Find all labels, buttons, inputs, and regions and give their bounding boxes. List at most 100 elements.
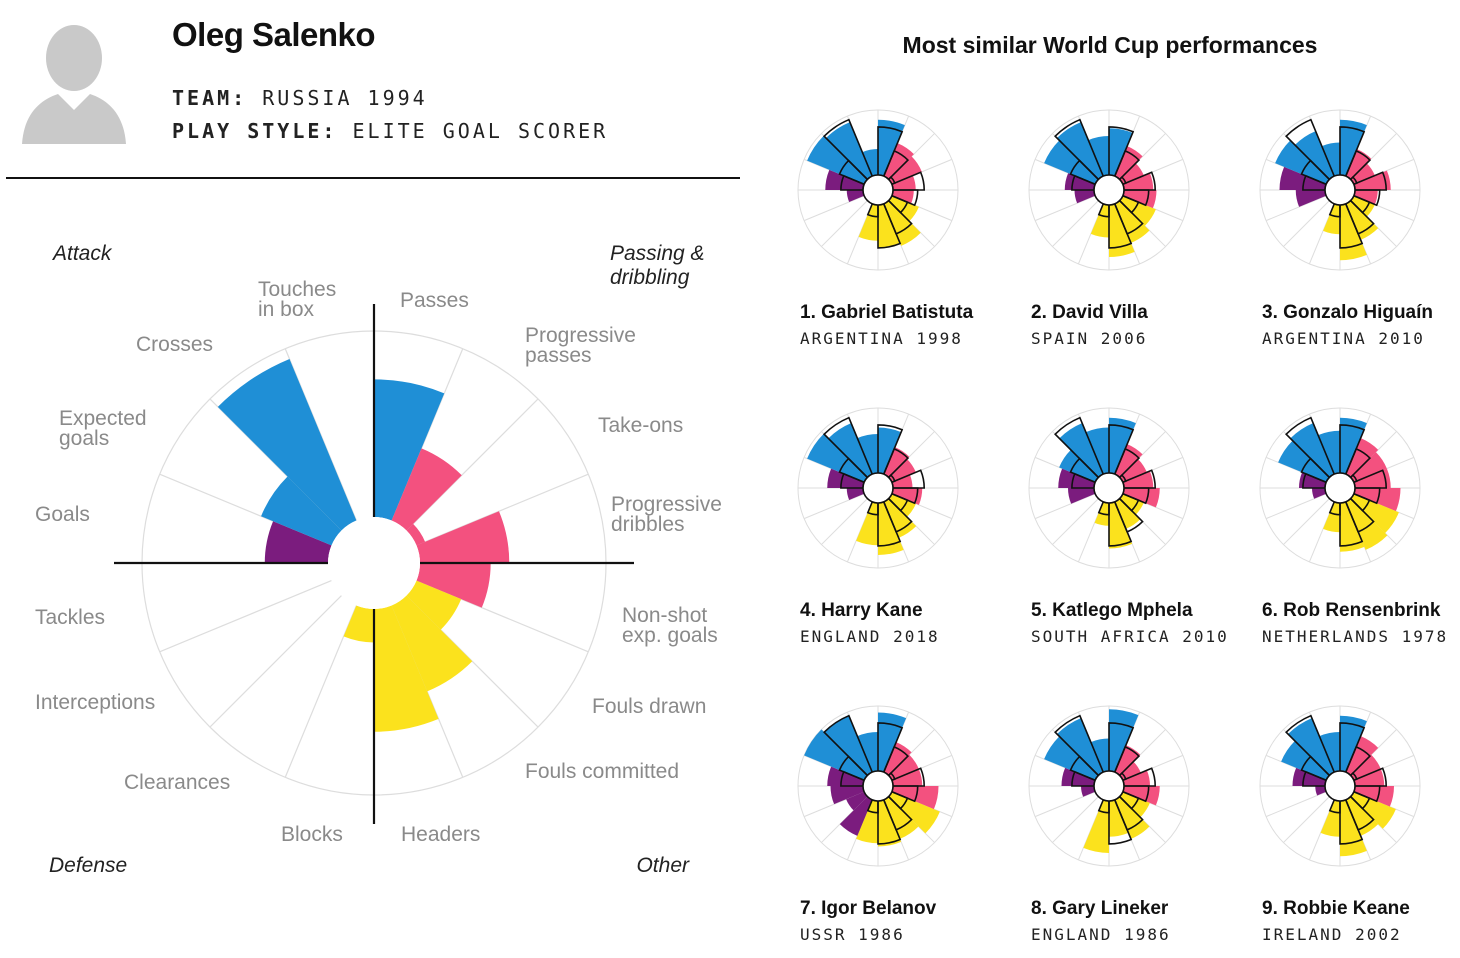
player-name: Oleg Salenko [172, 16, 376, 53]
mini-bar-expected-goals [828, 423, 873, 478]
mini-bar-headers [856, 501, 878, 546]
mini-bar-tackles [1061, 767, 1096, 786]
similar-radial-chart [1028, 407, 1190, 569]
mini-bar-touches-in-box [878, 119, 905, 177]
mini-bar-crosses [857, 434, 878, 475]
mini-bar-expected-goals [1288, 718, 1335, 776]
mini-bar-non-shot-xg [1119, 195, 1156, 226]
mini-bar-headers [1323, 501, 1340, 533]
mini-bars [1278, 417, 1401, 552]
mini-bar-fouls-drawn [1114, 796, 1150, 839]
mini-bar-interceptions [830, 786, 865, 805]
label-clearances: Clearances [124, 771, 230, 794]
mini-bar-progressive-dribbles [1353, 786, 1394, 807]
similar-radial-chart [1028, 705, 1190, 867]
similar-player-name: 4. Harry Kane [800, 600, 923, 621]
similar-title: Most similar World Cup performances [902, 32, 1318, 58]
mini-bar-goals [1044, 140, 1099, 185]
mini-bar-goals [1275, 140, 1330, 185]
mini-bar-take-ons [891, 474, 913, 488]
mini-center-hole [1324, 472, 1356, 504]
similar-player-team: ARGENTINA 1998 [800, 329, 963, 348]
mini-bar-non-shot-xg [888, 791, 940, 834]
mini-bar-interceptions [1074, 190, 1096, 204]
label-take-ons: Take-ons [598, 414, 683, 437]
mini-bar-passes [1345, 736, 1379, 776]
player-style-row: PLAY STYLE: ELITE GOAL SCORER [172, 119, 608, 143]
similar-player-name: 3. Gonzalo Higuaín [1262, 302, 1434, 323]
mini-bar-fouls-drawn [1345, 796, 1379, 836]
mini-center-hole [1324, 174, 1356, 206]
mini-bar-progressive-passes [888, 459, 916, 483]
mini-bar-fouls-committed [1340, 501, 1365, 552]
mini-bar-fouls-committed [878, 203, 900, 248]
mini-bar-tackles [1279, 166, 1327, 190]
mini-bar-passes [1114, 146, 1143, 180]
mini-bar-touches-in-box [878, 712, 907, 773]
main-quadrant-labels: Attack Passing & dribbling Other Defense [49, 242, 705, 877]
mini-bar-goals [807, 135, 868, 185]
label-passes: Passes [400, 289, 469, 312]
mini-bar-progressive-dribbles [1353, 190, 1378, 205]
main-center-hole [328, 517, 420, 609]
mini-bar-fouls-drawn [1345, 498, 1388, 550]
similar-player-7: 7. Igor Belanov USSR 1986 [792, 702, 1002, 958]
mini-bar-interceptions [1081, 786, 1096, 797]
similar-player-team: NETHERLANDS 1978 [1262, 627, 1449, 646]
mini-bars [1058, 417, 1160, 549]
mini-bar-interceptions [846, 488, 865, 500]
similar-player-9: 9. Robbie Keane IRELAND 2002 [1254, 702, 1460, 958]
main-bars [217, 358, 510, 732]
mini-bar-touches-in-box [1109, 128, 1133, 177]
mini-bar-fouls-committed [1109, 501, 1133, 549]
quadrant-other: Other [636, 854, 690, 877]
mini-bar-crosses [1090, 738, 1109, 773]
mini-bar-fouls-committed [1340, 203, 1367, 261]
mini-bar-interceptions [1295, 190, 1327, 207]
mini-bar-fouls-drawn [1114, 498, 1141, 529]
mini-center-hole [1093, 770, 1125, 802]
mini-bar-tackles [827, 766, 865, 786]
mini-bar-fouls-committed [1109, 799, 1129, 837]
mini-bar-goals [807, 433, 868, 483]
main-bar-fouls-drawn [391, 595, 473, 692]
similar-radial-chart [1259, 109, 1421, 271]
mini-bar-interceptions [1068, 488, 1096, 504]
mini-bar-fouls-drawn [883, 200, 921, 246]
mini-bar-headers [856, 799, 878, 844]
label-goals: Goals [35, 503, 90, 526]
main-bar-touches-in-box [374, 379, 445, 521]
label-blocks: Blocks [281, 823, 343, 846]
label-interceptions: Interceptions [35, 691, 155, 714]
mini-bar-progressive-dribbles [891, 488, 923, 505]
similar-player-name: 7. Igor Belanov [800, 898, 937, 919]
mini-bar-progressive-dribbles [1122, 488, 1160, 508]
mini-bar-tackles [825, 169, 865, 190]
main-bar-tackles [264, 521, 332, 563]
mini-bar-fouls-committed [878, 799, 902, 847]
similar-radial-chart [1028, 109, 1190, 271]
mini-bar-non-shot-xg [888, 493, 916, 517]
mini-center-hole [862, 472, 894, 504]
mini-bar-take-ons [1122, 770, 1150, 786]
mini-bar-expected-goals [1059, 423, 1104, 478]
mini-bar-goals [1278, 440, 1330, 483]
similar-player-5: 5. Katlego Mphela SOUTH AFRICA 2010 [1023, 404, 1233, 664]
label-progressive-dribbles: Progressive dribbles [611, 493, 722, 536]
mini-center-hole [1093, 472, 1125, 504]
mini-bars [1281, 715, 1396, 857]
similar-player-team: USSR 1986 [800, 925, 905, 944]
mini-bar-tackles [1058, 468, 1096, 488]
mini-bar-progressive-passes [1119, 459, 1147, 483]
mini-bar-take-ons [1353, 769, 1385, 786]
mini-bar-headers [1320, 799, 1340, 837]
mini-center-hole [1093, 174, 1125, 206]
label-fouls-committed: Fouls committed [525, 760, 679, 783]
mini-bar-crosses [1319, 732, 1340, 773]
main-bar-goals [261, 476, 342, 546]
mini-bar-headers [1090, 203, 1109, 238]
mini-bar-expected-goals [1057, 718, 1104, 776]
mini-bar-expected-goals [1057, 122, 1104, 180]
main-bar-progressive-dribbles [416, 563, 491, 608]
similar-player-name: 9. Robbie Keane [1262, 898, 1410, 919]
